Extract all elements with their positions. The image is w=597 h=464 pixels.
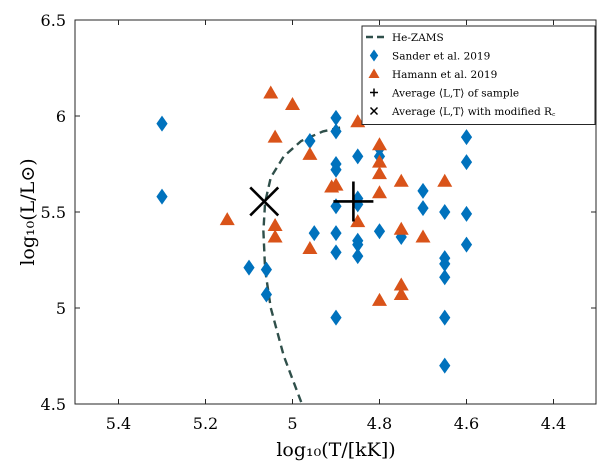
sander-point [460,154,473,171]
sander-point [330,309,342,326]
sander-point [439,269,451,286]
sander-point [417,200,429,217]
average-modified-marker [249,186,280,217]
hamann-point [328,177,344,191]
legend: He-ZAMS Sander et al. 2019 Hamann et al. 2… [361,25,596,125]
legend-plus-swatch [370,88,378,97]
sander-point [330,123,342,140]
he-zams-curve-layer [262,126,341,403]
x-tick-label: 4.4 [541,414,566,433]
average-sample-marker [333,181,374,222]
hamann-point [285,96,300,110]
y-tick-label: 6.5 [41,11,66,30]
hamann-point [302,146,318,160]
hamann-point [393,221,409,235]
hamann-point [372,292,387,306]
x-axis-label: log₁₀(T/[kK]) [276,439,395,461]
y-axis-label: log₁₀(L/L⊙) [17,158,39,265]
sander-point [439,309,451,326]
x-tick-label: 4.8 [367,414,392,433]
hamann-point [393,173,409,187]
hamann-point [267,217,283,231]
hamann-point [393,277,409,291]
sander-point [308,225,320,242]
y-tick-label: 6 [56,107,66,126]
sander-point [439,204,451,220]
legend-entry-label: Hamann et al. 2019 [392,69,497,81]
sander-point [156,115,168,132]
sander-point [373,223,386,240]
hamann-point [263,85,279,99]
legend-entry-label: Average ⟨L,T⟩ of sample [391,88,519,100]
hamann-point [267,129,283,143]
x-axis-label-group: log₁₀(T/[kK]) [276,439,395,461]
sander-point [352,248,364,265]
axis-ticks-layer: 5.4 5.2 5 4.8 4.6 4.4 4.5 5 5.5 6 6.5 [41,11,596,433]
x-tick-label: 5.2 [193,414,218,433]
hamann-markers-layer [219,85,453,306]
x-tick-label: 5 [287,414,297,433]
sander-point [260,286,272,303]
hamann-point [437,173,453,187]
sander-point [304,132,316,149]
average-markers-layer [249,181,374,222]
y-axis-label-group: log₁₀(L/L⊙) [17,158,39,265]
sander-point [243,259,255,276]
legend-entry-label: Average ⟨L,T⟩ with modified R꜀ [391,106,556,118]
sander-point [156,188,168,205]
legend-cross-swatch [369,106,379,116]
sander-point [439,357,451,374]
sander-point [352,236,364,253]
hamann-point [219,212,235,226]
x-tick-label: 5.4 [106,414,131,433]
sander-point [260,261,272,278]
hamann-point [372,137,387,151]
sander-point [352,148,364,165]
sander-point [460,236,473,253]
hamann-point [393,287,409,301]
sander-point [330,244,342,261]
legend-triangle-swatch [368,68,380,78]
hamann-point [267,229,283,243]
y-tick-label: 4.5 [41,395,66,414]
sander-point [330,161,342,178]
hamann-point [372,166,387,180]
hamann-point [372,154,387,168]
y-tick-label: 5.5 [41,203,66,222]
sander-markers-layer [156,109,473,374]
he-zams-line [262,126,341,403]
sander-point [460,205,473,222]
legend-diamond-swatch [369,49,379,62]
hamann-point [350,214,366,228]
legend-box [361,25,596,125]
legend-entry-label: He-ZAMS [392,32,444,44]
sander-point [417,182,429,199]
x-tick-label: 4.6 [454,414,479,433]
sander-point [439,255,451,272]
legend-entry-label: Sander et al. 2019 [392,51,490,63]
hamann-point [372,185,387,199]
sander-point [330,225,342,242]
hamann-point [415,229,431,243]
hamann-point [302,240,318,254]
sander-point [460,129,473,146]
sander-point [330,109,342,126]
y-tick-label: 5 [56,299,66,318]
